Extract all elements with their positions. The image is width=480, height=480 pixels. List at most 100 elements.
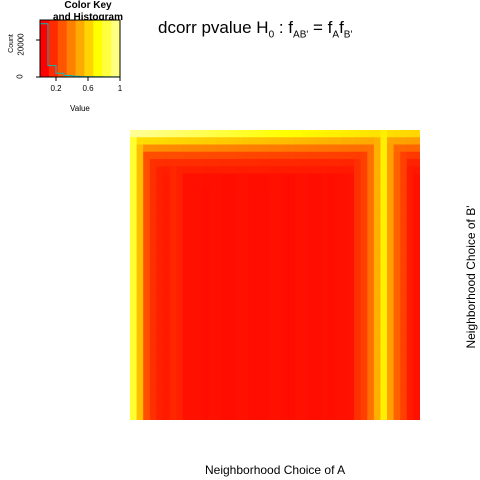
heatmap-cell	[347, 173, 355, 182]
heatmap-cell	[406, 195, 414, 203]
heatmap-cell	[169, 224, 177, 232]
heatmap-cell	[255, 398, 263, 406]
heatmap-cell	[169, 289, 177, 298]
heatmap-cell	[380, 405, 388, 414]
heatmap-cell	[314, 391, 322, 399]
heatmap-cell	[261, 275, 269, 283]
heatmap-cell	[268, 325, 276, 334]
heatmap-cell	[413, 209, 420, 218]
heatmap-cell	[162, 188, 171, 196]
heatmap-cell	[367, 137, 375, 145]
heatmap-cell	[215, 304, 223, 312]
heatmap-cell	[393, 202, 401, 211]
heatmap-cell	[373, 144, 381, 153]
heatmap-cell	[347, 412, 355, 420]
heatmap-cell	[156, 224, 164, 232]
heatmap-cell	[195, 173, 203, 182]
heatmap-cell	[242, 267, 250, 276]
heatmap-cell	[347, 340, 355, 348]
heatmap-cell	[255, 253, 263, 261]
heatmap-cell	[314, 282, 322, 290]
heatmap-cell	[235, 304, 243, 312]
heatmap-cell	[387, 246, 395, 254]
heatmap-cell	[242, 137, 250, 145]
heatmap-cell	[387, 289, 395, 298]
heatmap-cell	[380, 253, 388, 261]
heatmap-cell	[367, 376, 375, 385]
heatmap-cell	[380, 376, 388, 385]
heatmap-cell	[340, 347, 348, 356]
heatmap-cell	[314, 144, 322, 153]
heatmap-cell	[294, 318, 302, 327]
heatmap-cell	[136, 209, 144, 218]
heatmap-cell	[406, 340, 414, 348]
heatmap-cell	[149, 412, 157, 420]
heatmap-cell	[340, 405, 348, 414]
heatmap-cell	[209, 333, 217, 341]
heatmap-cell	[400, 347, 408, 356]
heatmap-cell	[307, 362, 316, 370]
heatmap-cell	[367, 231, 375, 240]
heatmap-cell	[182, 289, 190, 298]
heatmap-cell	[195, 246, 203, 254]
heatmap-cell	[209, 195, 217, 203]
heatmap-cell	[354, 246, 362, 254]
heatmap-cell	[268, 137, 276, 145]
heatmap-cell	[360, 398, 368, 406]
heatmap-cell	[136, 137, 144, 145]
heatmap-cell	[400, 325, 408, 334]
heatmap-cell	[182, 224, 190, 232]
heatmap-cell	[182, 347, 190, 356]
heatmap-cell	[261, 144, 269, 153]
heatmap-cell	[354, 405, 362, 414]
heatmap-cell	[215, 362, 223, 370]
heatmap-cell	[222, 151, 230, 160]
heatmap-cell	[360, 383, 368, 392]
heatmap-cell	[156, 144, 164, 153]
heatmap-cell	[406, 383, 414, 392]
heatmap-cell	[176, 231, 184, 240]
heatmap-cell	[354, 325, 362, 334]
heatmap-cell	[340, 369, 348, 377]
heatmap-cell	[222, 325, 230, 334]
heatmap-cell	[413, 173, 420, 182]
heatmap-cell	[373, 253, 381, 261]
heatmap-cell	[189, 202, 197, 211]
heatmap-cell	[360, 391, 368, 399]
heatmap-cell	[130, 362, 138, 370]
heatmap-cell	[340, 398, 348, 406]
heatmap-cell	[367, 333, 375, 341]
heatmap-cell	[222, 412, 230, 420]
heatmap-cell	[275, 180, 283, 189]
heatmap-cell	[182, 405, 190, 414]
heatmap-cell	[228, 347, 236, 356]
heatmap-cell	[189, 383, 197, 392]
heatmap-cell	[235, 188, 243, 196]
heatmap-cell	[176, 195, 184, 203]
heatmap-cell	[228, 246, 236, 254]
heatmap-cell	[235, 347, 243, 356]
heatmap-cell	[235, 180, 243, 189]
heatmap-cell	[367, 398, 375, 406]
heatmap-cell	[360, 333, 368, 341]
heatmap-cell	[182, 151, 190, 160]
heatmap-cell	[347, 151, 355, 160]
heatmap-cell	[307, 188, 316, 196]
heatmap-cell	[130, 333, 138, 341]
heatmap-cell	[235, 151, 243, 160]
color-key-swatch	[93, 20, 103, 77]
color-key-x-tick-label: 0.2	[50, 84, 62, 93]
heatmap-cell	[169, 238, 177, 247]
heatmap-cell	[413, 369, 420, 377]
heatmap-cell	[367, 180, 375, 189]
heatmap-cell	[334, 173, 342, 182]
heatmap-cell	[209, 325, 217, 334]
heatmap-cell	[406, 253, 414, 261]
heatmap-cell	[340, 231, 348, 240]
heatmap-cell	[209, 347, 217, 356]
heatmap-cell	[156, 304, 164, 312]
x-axis-label: Neighborhood Choice of A	[205, 463, 346, 477]
heatmap-cell	[162, 405, 171, 414]
heatmap-cell	[228, 166, 236, 174]
heatmap-cell	[307, 246, 316, 254]
